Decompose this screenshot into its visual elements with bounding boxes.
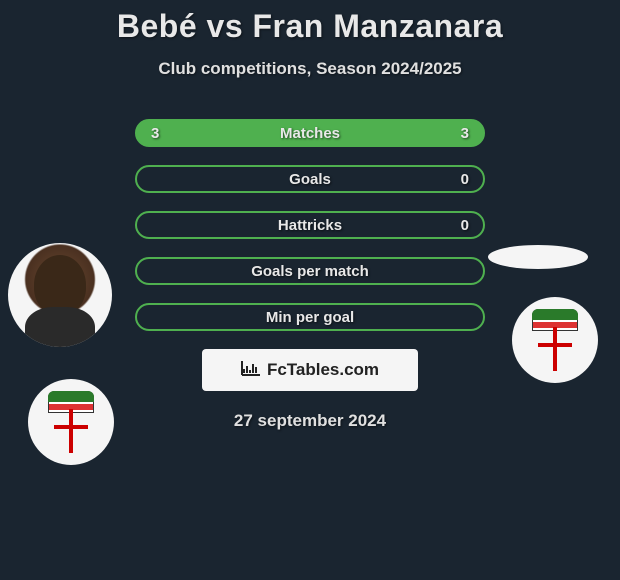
stats-container: 3 Matches 3 Goals 0 Hattricks 0 Goals per match… xyxy=(0,119,620,431)
stat-row-min-per-goal: Min per goal xyxy=(135,303,485,331)
stat-row-goals-per-match: Goals per match xyxy=(135,257,485,285)
stat-label: Goals per match xyxy=(251,263,369,280)
chart-icon xyxy=(241,360,261,381)
stat-row-goals: Goals 0 xyxy=(135,165,485,193)
stat-label: Min per goal xyxy=(266,309,354,326)
stat-left-value: 3 xyxy=(151,125,159,142)
subtitle: Club competitions, Season 2024/2025 xyxy=(0,59,620,79)
player2-club-badge xyxy=(512,297,598,383)
stat-label: Goals xyxy=(289,171,331,188)
stat-label: Matches xyxy=(280,125,340,142)
player1-avatar xyxy=(8,243,112,347)
stat-row-matches: 3 Matches 3 xyxy=(135,119,485,147)
player1-club-badge xyxy=(28,379,114,465)
stat-right-value: 0 xyxy=(461,171,469,188)
stat-right-value: 3 xyxy=(461,125,469,142)
player2-avatar xyxy=(488,245,588,269)
brand-attribution: FcTables.com xyxy=(202,349,418,391)
stat-label: Hattricks xyxy=(278,217,342,234)
stat-right-value: 0 xyxy=(461,217,469,234)
stat-row-hattricks: Hattricks 0 xyxy=(135,211,485,239)
page-title: Bebé vs Fran Manzanara xyxy=(0,0,620,45)
brand-text: FcTables.com xyxy=(267,360,379,380)
